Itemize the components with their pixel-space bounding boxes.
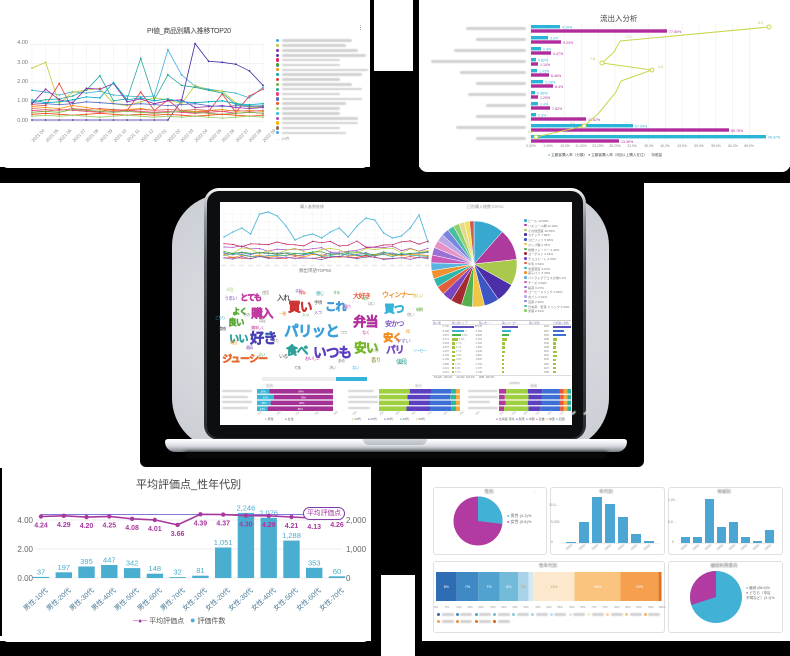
- svg-text:148: 148: [149, 564, 162, 573]
- svg-text:84%: 84%: [298, 390, 304, 394]
- svg-text:1,051: 1,051: [214, 538, 233, 547]
- svg-text:4.13: 4.13: [307, 524, 321, 531]
- svg-text:1.4%: 1.4%: [540, 102, 549, 106]
- svg-text:16%: 16%: [260, 390, 266, 394]
- svg-text:2.1: 2.1: [570, 121, 575, 125]
- svg-text:6.46%: 6.46%: [551, 74, 562, 78]
- svg-text:45.37%: 45.37%: [768, 135, 781, 139]
- svg-text:7.6: 7.6: [590, 57, 595, 61]
- svg-text:1,288: 1,288: [282, 531, 301, 540]
- svg-text:4.10%: 4.10%: [562, 25, 573, 29]
- svg-text:0.45%: 0.45%: [537, 91, 548, 95]
- svg-text:447: 447: [103, 556, 116, 565]
- svg-text:4.08: 4.08: [125, 525, 139, 532]
- svg-text:86%: 86%: [298, 407, 304, 411]
- svg-text:19%: 19%: [636, 585, 644, 589]
- svg-text:4.21: 4.21: [285, 523, 299, 530]
- svg-text:1.20%: 1.20%: [540, 96, 551, 100]
- svg-text:82%: 82%: [299, 401, 305, 405]
- svg-text:7%: 7%: [486, 585, 492, 589]
- svg-text:37: 37: [37, 567, 45, 576]
- svg-text:50.76%: 50.76%: [731, 129, 744, 133]
- svg-text:0.82%: 0.82%: [538, 58, 549, 62]
- svg-text:395: 395: [80, 557, 93, 566]
- svg-text:4.24: 4.24: [34, 523, 48, 530]
- svg-text:4.20: 4.20: [80, 523, 94, 530]
- svg-text:197: 197: [58, 563, 71, 572]
- svg-text:4.37: 4.37: [216, 521, 230, 528]
- svg-text:0.0: 0.0: [528, 130, 533, 134]
- svg-text:4.9: 4.9: [758, 21, 763, 25]
- svg-text:36%: 36%: [594, 585, 602, 589]
- svg-text:19.62%: 19.62%: [588, 118, 601, 122]
- svg-text:4.25: 4.25: [102, 522, 116, 529]
- svg-text:32: 32: [173, 568, 181, 577]
- svg-text:4.29: 4.29: [57, 522, 71, 529]
- svg-text:77.50%: 77.50%: [669, 30, 682, 34]
- svg-text:78%: 78%: [301, 395, 307, 399]
- svg-text:6%: 6%: [506, 585, 512, 589]
- svg-text:13.36%: 13.36%: [621, 140, 634, 144]
- svg-text:81: 81: [196, 566, 204, 575]
- svg-text:22%: 22%: [263, 395, 269, 399]
- svg-text:0.5%: 0.5%: [538, 113, 547, 117]
- svg-text:4.01: 4.01: [148, 526, 162, 533]
- svg-text:6%: 6%: [444, 585, 450, 589]
- svg-text:4.29: 4.29: [262, 522, 276, 529]
- svg-text:9.23%: 9.23%: [563, 41, 574, 45]
- svg-text:18%: 18%: [261, 401, 267, 405]
- svg-text:7%: 7%: [465, 585, 471, 589]
- svg-text:353: 353: [308, 558, 321, 567]
- svg-text:4.30: 4.30: [239, 522, 253, 529]
- svg-text:342: 342: [126, 559, 139, 568]
- svg-text:3.9%: 3.9%: [550, 36, 559, 40]
- svg-text:2.19%: 2.19%: [545, 80, 556, 84]
- svg-text:2,246: 2,246: [237, 503, 256, 512]
- svg-text:1.4%: 1.4%: [543, 47, 552, 51]
- svg-text:1.03%: 1.03%: [539, 69, 550, 73]
- svg-text:14%: 14%: [260, 407, 266, 411]
- svg-text:2%: 2%: [521, 585, 527, 589]
- svg-text:1.10%: 1.10%: [540, 63, 551, 67]
- svg-text:8.4%: 8.4%: [555, 85, 564, 89]
- svg-text:60: 60: [333, 567, 341, 576]
- svg-text:2,076: 2,076: [259, 508, 278, 517]
- svg-text:3.66: 3.66: [171, 531, 185, 538]
- svg-text:4.3: 4.3: [658, 65, 663, 69]
- svg-text:4.39: 4.39: [194, 520, 208, 527]
- svg-text:7.62%: 7.62%: [552, 107, 563, 111]
- svg-text:7.2: 7.2: [626, 35, 631, 39]
- svg-text:4.47%: 4.47%: [553, 52, 564, 56]
- svg-text:37.54%: 37.54%: [635, 124, 648, 128]
- svg-text:4.26: 4.26: [330, 522, 344, 529]
- svg-text:13%: 13%: [550, 585, 558, 589]
